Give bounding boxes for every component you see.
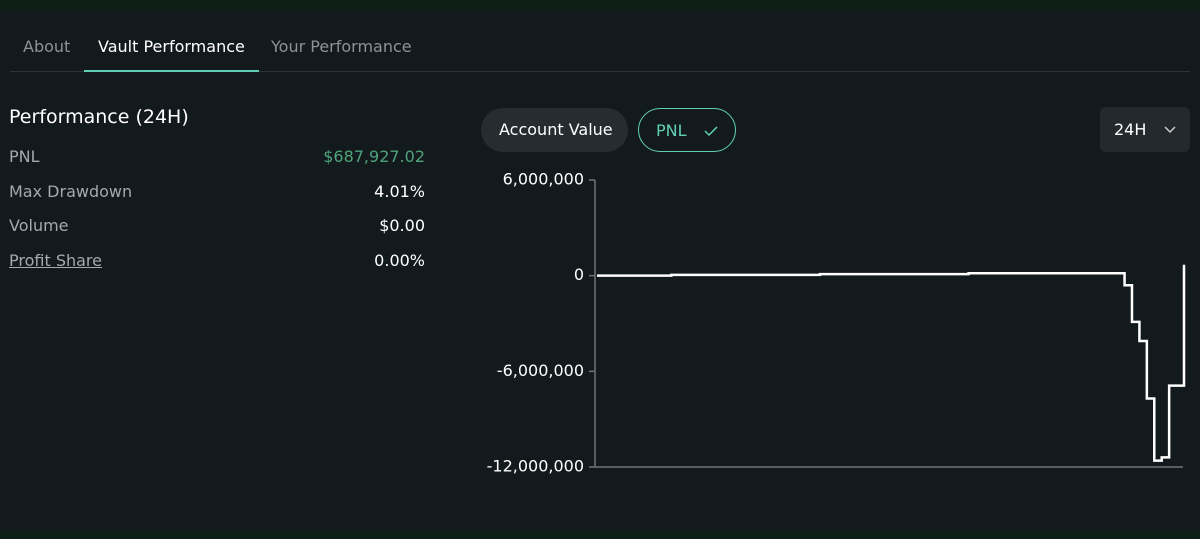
stat-label: Volume <box>9 216 69 236</box>
bottom-bar <box>0 531 1200 539</box>
stat-value: 4.01% <box>374 181 425 201</box>
chevron <box>1164 126 1176 134</box>
toggle-button[interactable]: Account Value <box>481 108 628 152</box>
range-label: 24H <box>1114 120 1147 139</box>
stat-label: PNL <box>9 147 40 166</box>
y-tick-label: 6,000,000 <box>503 170 584 189</box>
check-icon <box>704 126 718 137</box>
y-tick-label: -12,000,000 <box>487 457 584 476</box>
y-tick-label: 0 <box>574 265 584 284</box>
stat-label: Max Drawdown <box>9 181 133 201</box>
panel-title: Performance (24H) <box>9 106 189 128</box>
tab[interactable]: About <box>23 37 71 56</box>
tab[interactable]: Vault Performance <box>84 37 259 72</box>
toggle-label: Account Value <box>499 120 613 139</box>
stat-label[interactable]: Profit Share <box>9 251 102 271</box>
tab[interactable]: Your Performance <box>271 37 412 56</box>
stat-value: $687,927.02 <box>323 147 425 166</box>
toggle-button[interactable]: PNL <box>638 108 736 152</box>
tab-bar: About Vault Performance Your Performance <box>10 22 1190 72</box>
stat-value: 0.00% <box>374 251 425 271</box>
range-select[interactable]: 24H <box>1100 107 1190 152</box>
y-tick-label: -6,000,000 <box>497 361 584 380</box>
stat-value: $0.00 <box>379 216 425 236</box>
toggle-label: PNL <box>656 121 687 140</box>
pnl-line <box>597 264 1186 462</box>
top-bar <box>0 0 1200 10</box>
